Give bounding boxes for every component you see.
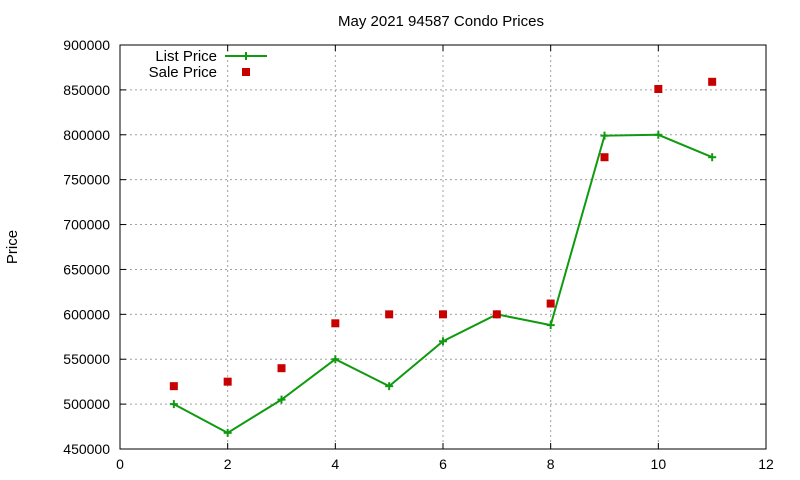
sale-price-point — [492, 310, 501, 319]
x-tick-label: 2 — [224, 456, 232, 472]
x-axis-tick-labels: 0 2 4 6 8 10 12 — [116, 456, 774, 472]
y-tick-label: 650000 — [63, 261, 110, 277]
x-tick-label: 10 — [651, 456, 667, 472]
x-tick-label: 4 — [331, 456, 339, 472]
list-price-point — [385, 382, 394, 391]
y-tick-label: 900000 — [63, 37, 110, 53]
list-price-point — [277, 395, 286, 404]
x-tick-label: 0 — [116, 456, 124, 472]
list-price-point — [331, 355, 340, 364]
x-tick-label: 6 — [439, 456, 447, 472]
series — [169, 77, 717, 437]
list-price-point — [546, 321, 555, 330]
sale-price-point — [546, 299, 555, 308]
legend-label-list-price: List Price — [155, 48, 217, 65]
grid — [120, 45, 766, 449]
legend-swatch-sale-price — [242, 68, 250, 76]
list-price-point — [439, 337, 447, 346]
y-tick-label: 450000 — [63, 441, 110, 457]
list-price-point — [708, 153, 717, 162]
legend: List Price Sale Price — [149, 48, 267, 81]
sale-price-point — [277, 364, 286, 373]
x-tick-label: 12 — [758, 456, 774, 472]
legend-label-sale-price: Sale Price — [149, 64, 217, 81]
sale-price-point — [169, 382, 178, 391]
sale-price-point — [439, 310, 447, 319]
list-price-point — [654, 130, 663, 139]
x-tick-label: 8 — [547, 456, 555, 472]
sale-price-point — [223, 377, 232, 386]
list-price-point — [169, 400, 178, 409]
y-tick-label: 600000 — [63, 306, 110, 322]
list-price-point — [223, 428, 232, 437]
y-tick-label: 800000 — [63, 127, 110, 143]
legend-square — [242, 68, 250, 76]
list-price-point — [600, 131, 609, 140]
sale-price-point — [331, 319, 340, 328]
y-tick-label: 750000 — [63, 172, 110, 188]
axis-ticks — [119, 44, 767, 450]
y-tick-label: 850000 — [63, 82, 110, 98]
chart-title: May 2021 94587 Condo Prices — [338, 13, 544, 30]
y-axis-label: Price — [4, 230, 21, 264]
y-axis-tick-labels: 450000 500000 550000 600000 650000 700000 7500… — [63, 37, 110, 457]
sale-price-point — [708, 77, 717, 86]
sale-price-point — [654, 84, 663, 93]
y-tick-label: 550000 — [63, 351, 110, 367]
sale-price-point — [600, 153, 609, 162]
y-tick-label: 500000 — [63, 396, 110, 412]
sale-price-point — [385, 310, 394, 319]
y-tick-label: 700000 — [63, 217, 110, 233]
legend-swatch-list-price — [225, 52, 267, 60]
